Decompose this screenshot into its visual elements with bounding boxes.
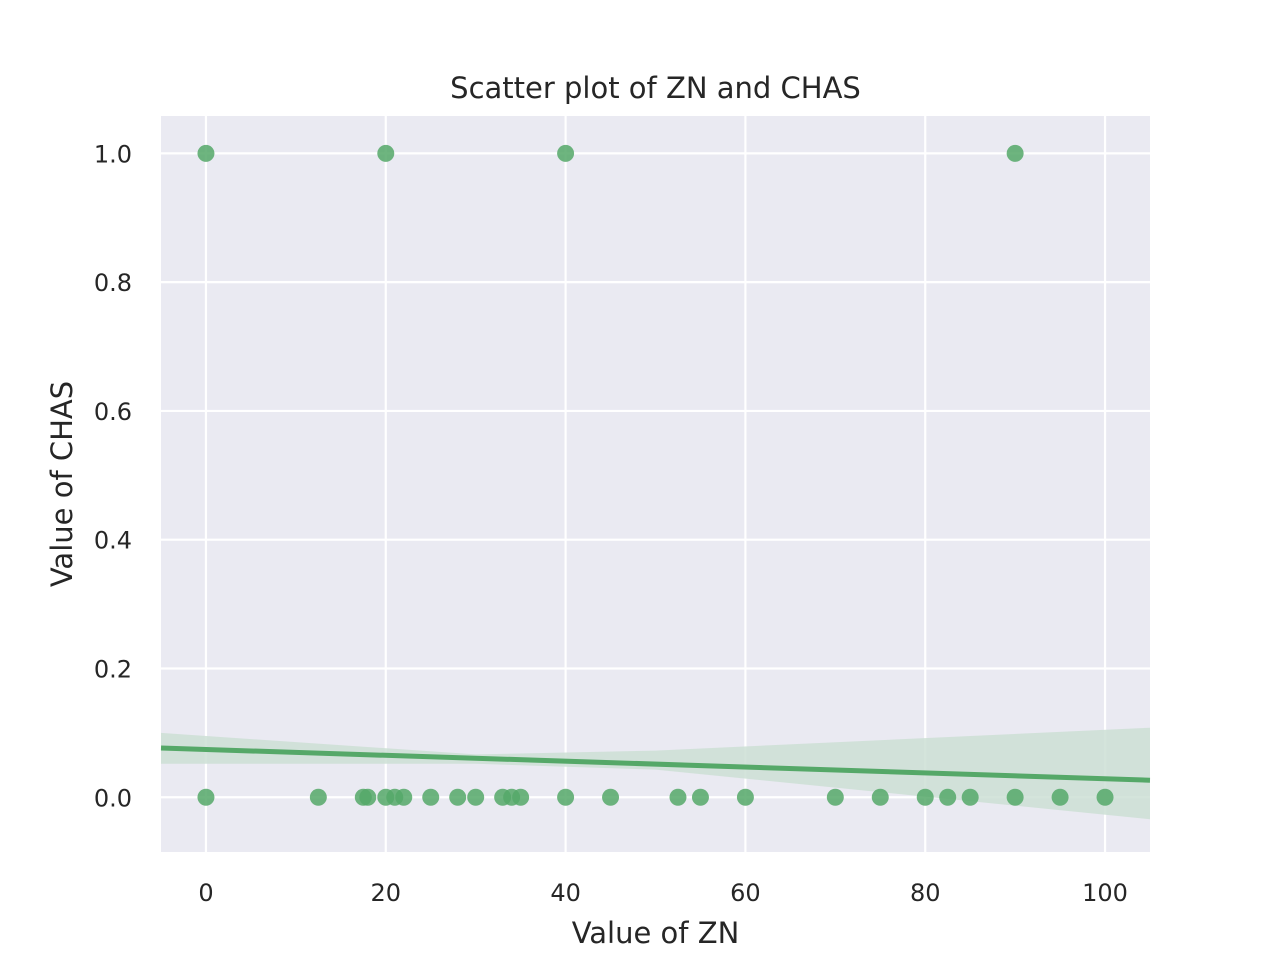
x-axis-label: Value of ZN	[572, 916, 740, 950]
grid	[161, 116, 1150, 852]
data-point	[557, 144, 575, 162]
x-tick-label: 40	[550, 879, 581, 907]
data-points	[197, 144, 1114, 806]
data-point	[736, 788, 754, 806]
chart-title: Scatter plot of ZN and CHAS	[450, 71, 861, 105]
plot-area	[161, 116, 1150, 852]
data-point	[961, 788, 979, 806]
y-tick-labels: 0.0 0.2 0.4 0.6 0.8 1.0	[94, 140, 132, 812]
data-point	[916, 788, 934, 806]
data-point	[939, 788, 957, 806]
y-tick-label: 1.0	[94, 140, 132, 168]
data-point	[871, 788, 889, 806]
data-point	[422, 788, 440, 806]
x-tick-label: 100	[1082, 879, 1128, 907]
data-point	[197, 788, 215, 806]
data-point	[197, 144, 215, 162]
x-tick-label: 20	[370, 879, 401, 907]
data-point	[1006, 144, 1024, 162]
data-point	[669, 788, 687, 806]
data-point	[449, 788, 467, 806]
y-tick-label: 0.6	[94, 398, 132, 426]
data-point	[1096, 788, 1114, 806]
data-point	[826, 788, 844, 806]
data-point	[1006, 788, 1024, 806]
x-tick-label: 0	[198, 879, 213, 907]
confidence-band	[161, 727, 1150, 820]
data-point	[602, 788, 620, 806]
data-point	[1051, 788, 1069, 806]
y-tick-label: 0.8	[94, 269, 132, 297]
data-point	[359, 788, 377, 806]
y-axis-label: Value of CHAS	[45, 381, 79, 587]
data-point	[512, 788, 530, 806]
data-point	[395, 788, 413, 806]
data-point	[467, 788, 485, 806]
data-point	[691, 788, 709, 806]
regression-line	[160, 745, 1151, 783]
data-point	[557, 788, 575, 806]
regression-layer	[160, 745, 1151, 783]
confidence-band-layer	[161, 727, 1150, 820]
x-tick-label: 60	[730, 879, 761, 907]
y-tick-label: 0.4	[94, 527, 132, 555]
y-tick-label: 0.2	[94, 655, 132, 683]
y-tick-label: 0.0	[94, 784, 132, 812]
data-point	[377, 144, 395, 162]
data-point	[309, 788, 327, 806]
x-tick-label: 80	[910, 879, 941, 907]
x-tick-labels: 0 20 40 60 80 100	[198, 879, 1128, 907]
